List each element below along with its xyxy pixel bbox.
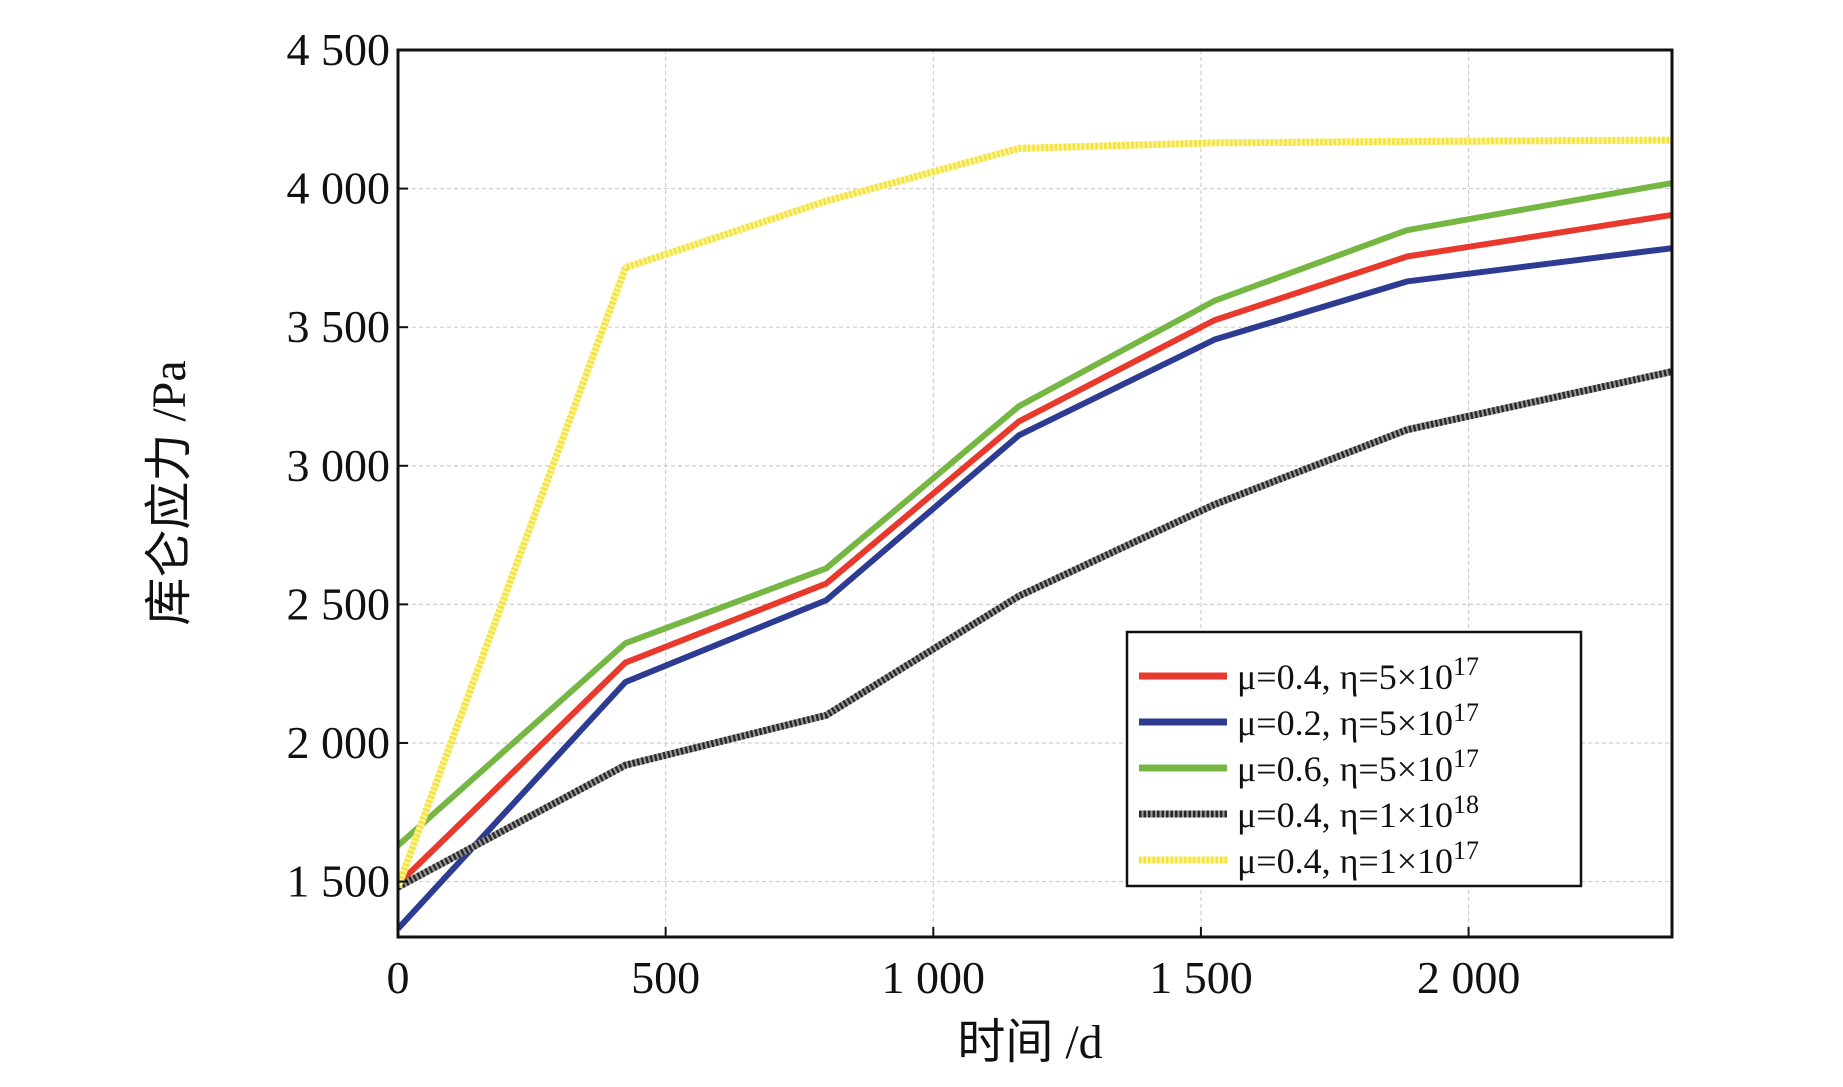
legend-label-4: μ=0.4, η=1×1018 [1237,790,1479,835]
x-tick-label: 1 000 [882,952,986,1003]
legend-label-5: μ=0.4, η=1×1017 [1237,836,1479,881]
y-tick-label: 3 500 [287,301,391,352]
series-line-5 [398,136,1672,889]
plot-frame [396,48,1674,939]
legend-label-3: μ=0.6, η=5×1017 [1237,744,1479,789]
y-tick-label: 3 000 [287,440,391,491]
series-group [398,136,1672,931]
x-axis: 0 500 1 000 1 500 2 000 [387,927,1521,1003]
y-tick-label: 4 000 [287,163,391,214]
y-tick-label: 1 500 [287,856,391,907]
x-tick-label: 1 500 [1149,952,1253,1003]
y-tick-label: 4 500 [287,24,391,75]
y-axis-title: 库仑应力 /Pa [143,360,196,625]
series-line-3 [398,180,1672,848]
y-tick-label: 2 000 [287,717,391,768]
y-axis: 1 500 2 000 2 500 3 000 3 500 4 000 4 500 [287,24,408,907]
x-tick-label: 0 [387,952,410,1003]
legend-label-1: μ=0.4, η=5×1017 [1237,652,1479,697]
x-tick-label: 2 000 [1417,952,1521,1003]
series-line-2 [398,245,1672,931]
series-line-4 [398,368,1672,891]
y-tick-label: 2 500 [287,578,391,629]
x-tick-label: 500 [631,952,700,1003]
series-line-1 [398,211,1672,887]
legend-label-2: μ=0.2, η=5×1017 [1237,698,1479,743]
x-axis-title: 时间 /d [957,1016,1102,1069]
